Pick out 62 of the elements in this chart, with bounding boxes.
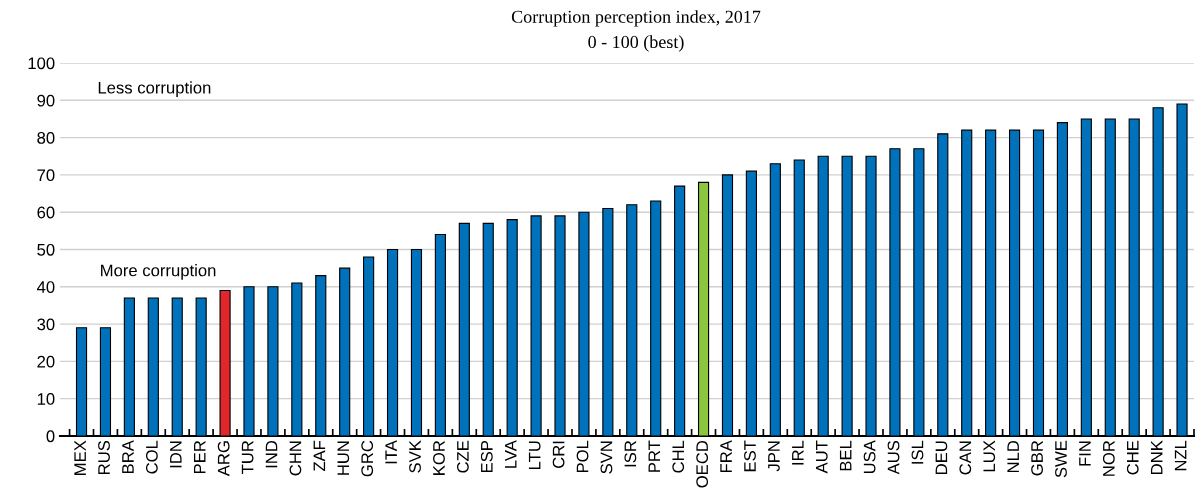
x-tick-label: BEL xyxy=(839,440,852,471)
x-tick-label: KOR xyxy=(433,440,445,475)
x-tick-label: DEU xyxy=(935,441,948,474)
x-tick-label: AUT xyxy=(816,440,828,474)
x-tick-label: ITA xyxy=(385,440,397,464)
x-tick-label: CZE xyxy=(456,440,469,473)
x-tick-label: OECD xyxy=(696,440,709,488)
x-tick-label: LVA xyxy=(505,440,517,468)
x-tick-label: GRC xyxy=(361,440,374,477)
x-tick-label: LUX xyxy=(983,440,996,472)
y-tick-label: 20 xyxy=(37,355,55,368)
x-tick-label: CHE xyxy=(1126,440,1139,475)
x-tick-label: SVN xyxy=(600,441,613,474)
chart-title: Corruption perception index, 2017 xyxy=(511,10,761,27)
x-tick-label: POL xyxy=(576,440,589,473)
x-tick-label: RUS xyxy=(98,440,110,474)
x-tick-label: ARG xyxy=(217,441,230,477)
x-tick-label: HUN xyxy=(337,441,350,475)
x-tick-label: IRL xyxy=(792,440,804,465)
x-tick-label: SVK xyxy=(409,440,421,473)
y-tick-label: 70 xyxy=(37,169,55,182)
y-tick-label: 90 xyxy=(37,94,55,107)
x-tick-label: ZAF xyxy=(313,440,326,472)
x-tick-label: NOR xyxy=(1102,440,1115,476)
x-tick-label: JPN xyxy=(768,441,780,472)
y-tick-label: 10 xyxy=(37,393,55,405)
x-tick-label: CHN xyxy=(289,441,302,476)
x-tick-label: DNK xyxy=(1150,440,1163,474)
y-tick-label: 0 xyxy=(46,430,55,443)
x-tick-label: ISR xyxy=(624,440,637,467)
y-tick-label: 50 xyxy=(37,243,55,256)
x-tick-label: NLD xyxy=(1007,440,1019,473)
x-tick-label: AUS xyxy=(887,440,900,475)
x-tick-label: CHL xyxy=(672,440,685,473)
x-tick-label: COL xyxy=(145,440,158,474)
x-tick-label: GBR xyxy=(1031,440,1043,476)
x-tick-label: FRA xyxy=(720,440,732,473)
x-tick-label: USA xyxy=(863,440,876,474)
y-tick-label: 100 xyxy=(28,57,55,70)
x-tick-label: SWE xyxy=(1055,440,1067,478)
y-tick-label: 60 xyxy=(37,206,55,219)
x-tick-label: IND xyxy=(265,440,278,468)
x-tick-label: ESP xyxy=(480,441,493,473)
x-tick-label: PER xyxy=(194,440,206,474)
x-tick-label: CAN xyxy=(959,441,972,475)
x-tick-label: IDN xyxy=(170,441,182,468)
x-tick-label: PRT xyxy=(648,440,661,472)
y-tick-label: 30 xyxy=(37,318,55,331)
chart-subtitle: 0 - 100 (best) xyxy=(588,35,684,52)
x-tick-label: ISL xyxy=(911,440,924,464)
y-tick-label: 40 xyxy=(36,281,55,293)
annotation: More corruption xyxy=(101,264,216,280)
x-tick-label: EST xyxy=(744,440,756,472)
x-tick-label: TUR xyxy=(241,440,254,474)
x-tick-label: CRI xyxy=(552,441,565,468)
x-tick-label: NZL xyxy=(1174,440,1187,471)
x-tick-label: MEX xyxy=(74,440,86,475)
annotation: Less corruption xyxy=(98,81,211,97)
y-tick-label: 80 xyxy=(37,131,55,144)
x-tick-label: LTU xyxy=(528,441,541,470)
x-tick-label: BRA xyxy=(122,440,134,474)
x-tick-label: FIN xyxy=(1079,441,1091,466)
